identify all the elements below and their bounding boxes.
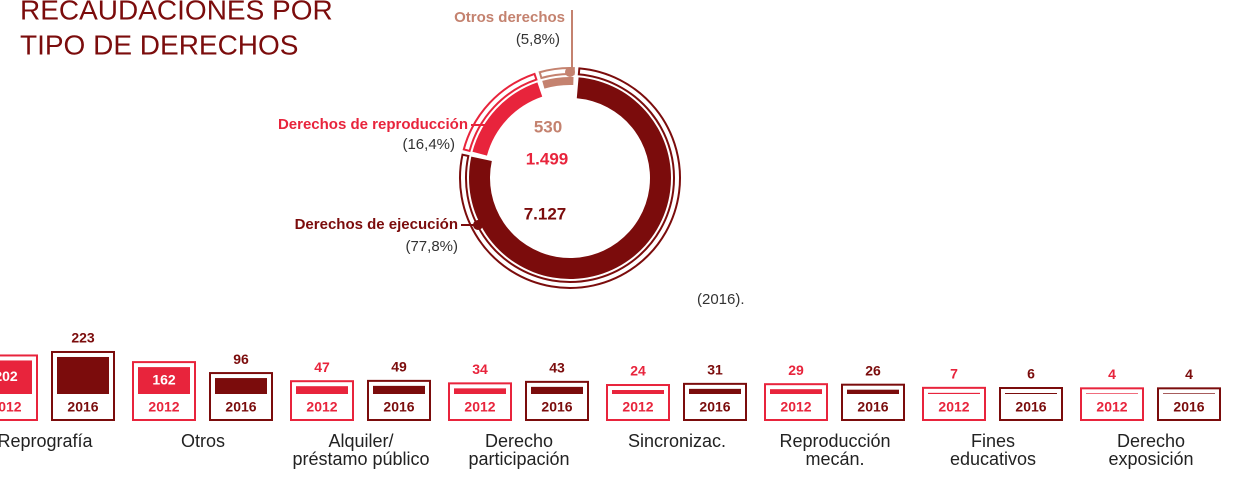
bar xyxy=(847,389,899,394)
segment-name: Otros derechos xyxy=(454,9,565,26)
donut-segment xyxy=(472,82,543,156)
category-label: Fines educativos xyxy=(949,431,1037,469)
donut-outline xyxy=(459,67,681,289)
box-year: 2012 xyxy=(622,399,653,415)
bar xyxy=(296,386,348,394)
bar xyxy=(0,360,32,394)
value-label: 43 xyxy=(549,360,565,376)
box-year: 2016 xyxy=(1015,399,1046,415)
category-label: Alquiler/ préstamo público xyxy=(292,431,430,469)
bar xyxy=(138,367,190,394)
box-year: 2016 xyxy=(541,399,572,415)
title-line: RECAUDACIONES POR xyxy=(20,0,333,25)
box-year: 2016 xyxy=(699,399,730,415)
value-label: 26 xyxy=(865,362,881,378)
bar xyxy=(454,388,506,394)
value-label: 7 xyxy=(950,366,958,382)
category-label: Derecho participación xyxy=(468,431,570,469)
box-year: 2012 xyxy=(938,399,969,415)
box-year: 2012 xyxy=(780,399,811,415)
value-label: 31 xyxy=(707,362,723,378)
bar xyxy=(612,390,664,394)
category-label: Otros xyxy=(180,431,225,451)
segment-percent: (77,8%) xyxy=(405,238,458,255)
bar xyxy=(928,392,980,394)
box-year: 2016 xyxy=(67,399,98,415)
title-line: TIPO DE DERECHOS xyxy=(20,29,298,60)
box-year: 2012 xyxy=(148,399,179,415)
value-label: 47 xyxy=(314,359,330,375)
segment-value: 1.499 xyxy=(526,149,569,168)
leader-dot xyxy=(565,67,575,77)
value-label: 34 xyxy=(472,361,488,377)
box-year: 2016 xyxy=(1173,399,1204,415)
donut-segment xyxy=(542,77,574,89)
note: (2016). xyxy=(697,291,745,308)
box-year: 2012 xyxy=(464,399,495,415)
segment-percent: (5,8%) xyxy=(516,31,560,48)
value-label: 4 xyxy=(1108,366,1116,382)
box-year: 2016 xyxy=(225,399,256,415)
box-year: 2012 xyxy=(0,399,22,415)
value-label: 29 xyxy=(788,362,804,378)
bar xyxy=(215,378,267,394)
bar xyxy=(531,386,583,394)
category-label: Derecho exposición xyxy=(1108,431,1194,469)
value-label: 202 xyxy=(0,368,18,384)
bar xyxy=(57,356,109,394)
box-year: 2016 xyxy=(383,399,414,415)
leader-dot xyxy=(485,120,495,130)
category-label: Reprografía xyxy=(0,431,93,451)
bar xyxy=(770,389,822,394)
segment-percent: (16,4%) xyxy=(402,136,455,153)
bar xyxy=(1086,393,1138,394)
value-label: 96 xyxy=(233,351,249,367)
segment-name: Derechos de reproducción xyxy=(278,116,468,133)
donut-outline xyxy=(462,72,538,153)
segment-value: 530 xyxy=(534,117,562,136)
category-label: Reproducción mecán. xyxy=(779,431,891,469)
value-label: 223 xyxy=(71,330,95,346)
value-label: 49 xyxy=(391,359,407,375)
box-year: 2016 xyxy=(857,399,888,415)
box-year: 2012 xyxy=(1096,399,1127,415)
value-label: 24 xyxy=(630,363,646,379)
bar xyxy=(689,388,741,394)
value-label: 4 xyxy=(1185,366,1193,382)
leader-dot xyxy=(473,220,483,230)
bar xyxy=(1163,393,1215,394)
value-label: 6 xyxy=(1027,366,1035,382)
segment-value: 7.127 xyxy=(524,204,567,223)
box-year: 2012 xyxy=(306,399,337,415)
segment-name: Derechos de ejecución xyxy=(295,216,458,233)
category-label: Sincronizac. xyxy=(627,431,727,451)
bar xyxy=(1005,393,1057,394)
value-label: 162 xyxy=(152,371,176,387)
bar xyxy=(373,385,425,394)
